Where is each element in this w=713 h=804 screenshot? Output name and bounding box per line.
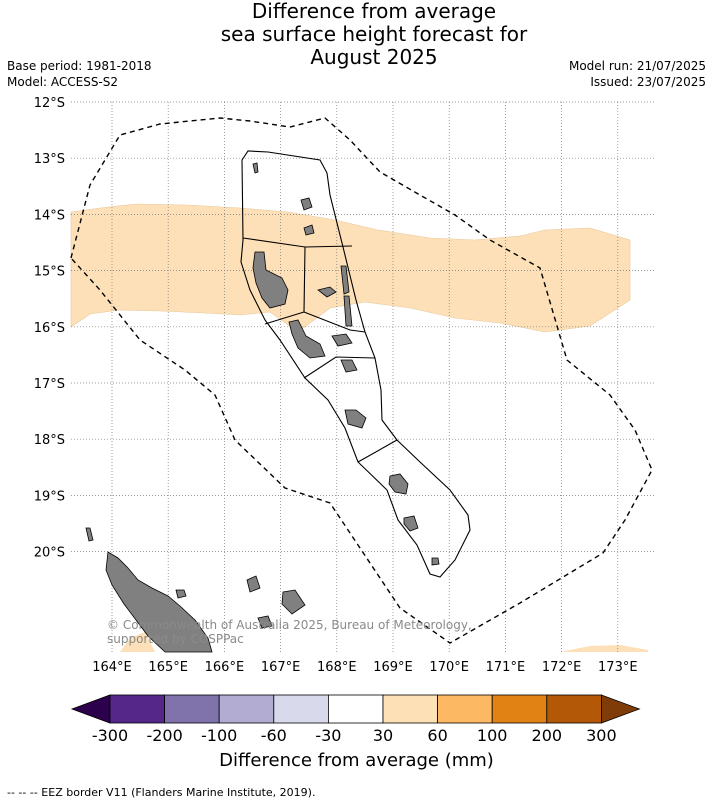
model-run: Model run: 21/07/2025 xyxy=(568,59,706,73)
title-line-1: Difference from average xyxy=(251,0,497,23)
boundary-sub-4 xyxy=(303,356,376,379)
boundary-sub-5 xyxy=(357,439,398,463)
lon-label: 168°E xyxy=(317,660,357,675)
base-period: Base period: 1981-2018 xyxy=(7,59,152,73)
colorbar-tick-label: -200 xyxy=(146,726,182,745)
lat-label: 12°S xyxy=(34,96,65,111)
colorbar-tick-label: 100 xyxy=(477,726,508,745)
lon-label: 169°E xyxy=(373,660,413,675)
lat-label: 16°S xyxy=(34,321,65,336)
lon-label: 165°E xyxy=(148,660,188,675)
lon-label: 167°E xyxy=(261,660,301,675)
colorbar-tick-label: -30 xyxy=(315,726,341,745)
island-ile-des-pins xyxy=(175,589,187,599)
island-new-caledonia xyxy=(105,551,213,653)
island-epi xyxy=(340,359,358,373)
island-espiritu-santo xyxy=(252,251,289,309)
island-erromango xyxy=(388,473,409,495)
anomaly-layer xyxy=(70,203,648,652)
lat-label: 14°S xyxy=(34,208,65,223)
colorbar-segment xyxy=(546,694,602,724)
colorbar-tick-label: -60 xyxy=(261,726,287,745)
colorbar-extend-high xyxy=(601,694,641,724)
title-line-3: August 2025 xyxy=(310,45,438,69)
boundary-sub-3 xyxy=(303,311,366,333)
eez-border-line xyxy=(70,117,653,644)
island-efate xyxy=(344,409,367,429)
issued-date: Issued: 23/07/2025 xyxy=(590,75,706,89)
island-torres xyxy=(252,162,259,174)
lat-label: 19°S xyxy=(34,489,65,504)
lon-label: 172°E xyxy=(542,660,582,675)
colorbar-segment xyxy=(382,694,438,724)
copyright-notice: © Commonwealth of Australia 2025, Bureau… xyxy=(107,618,472,646)
island-aneityum xyxy=(431,557,440,566)
colorbar-segment xyxy=(218,694,275,724)
lon-label: 173°E xyxy=(598,660,638,675)
lon-label: 170°E xyxy=(429,660,469,675)
island-vanua-lava xyxy=(303,224,315,236)
anomaly-patch-bottom-right xyxy=(560,645,648,652)
anomaly-band-30-60 xyxy=(70,203,631,333)
island-ambrym xyxy=(331,333,353,347)
lon-label: 164°E xyxy=(92,660,132,675)
lat-label: 17°S xyxy=(34,377,65,392)
colorbar: -300 -200 -100 -60 -30 30 60 100 200 300 xyxy=(70,694,641,745)
meta-left: Base period: 1981-2018 Model: ACCESS-S2 xyxy=(7,58,152,90)
lat-label: 18°S xyxy=(34,433,65,448)
maritime-boundaries xyxy=(240,150,471,578)
maritime-boundary-outline xyxy=(240,150,471,578)
gridlines xyxy=(71,101,655,652)
island-ouvea xyxy=(246,575,261,593)
colorbar-tick-label: 30 xyxy=(373,726,393,745)
island-belep xyxy=(85,527,94,542)
colorbar-segment xyxy=(164,694,220,724)
colorbar-tick-label: -300 xyxy=(92,726,128,745)
colorbar-segment xyxy=(437,694,493,724)
colorbar-segment xyxy=(327,694,384,724)
meta-right: Model run: 21/07/2025 Issued: 23/07/2025 xyxy=(569,58,706,90)
island-ambae xyxy=(317,286,337,298)
land-layer xyxy=(85,162,440,653)
lat-label: 13°S xyxy=(34,152,65,167)
eez-footnote: -- -- -- EEZ border V11 (Flanders Marine… xyxy=(7,786,316,799)
colorbar-title: Difference from average (mm) xyxy=(219,750,494,771)
island-tanna xyxy=(403,515,419,532)
colorbar-segment xyxy=(491,694,548,724)
map: 164°E 165°E 166°E 167°E 168°E 169°E 170°E 171°E… xyxy=(34,96,655,675)
colorbar-extend-low xyxy=(70,694,111,724)
colorbar-tick-label: 60 xyxy=(427,726,447,745)
lon-label: 171°E xyxy=(486,660,526,675)
colorbar-segment xyxy=(109,694,165,724)
lon-label: 166°E xyxy=(205,660,245,675)
colorbar-tick-label: -100 xyxy=(201,726,237,745)
lat-label: 15°S xyxy=(34,265,65,280)
island-maewo xyxy=(340,265,350,295)
map-title: Difference from average sea surface heig… xyxy=(0,0,713,69)
model-name: Model: ACCESS-S2 xyxy=(7,75,119,89)
title-line-2: sea surface height forecast for xyxy=(220,22,528,46)
island-lifou xyxy=(281,589,306,615)
island-malekula xyxy=(288,319,326,359)
island-pentecost xyxy=(343,295,353,327)
colorbar-tick-label: 200 xyxy=(532,726,563,745)
anomaly-patch-bottom-left xyxy=(120,632,155,652)
lat-label: 20°S xyxy=(34,546,65,561)
island-mare xyxy=(257,615,273,629)
island-gaua xyxy=(300,197,313,211)
axis-labels: 164°E 165°E 166°E 167°E 168°E 169°E 170°E 171°E… xyxy=(34,96,638,675)
colorbar-segment xyxy=(273,694,329,724)
colorbar-tick-label: 300 xyxy=(586,726,617,745)
